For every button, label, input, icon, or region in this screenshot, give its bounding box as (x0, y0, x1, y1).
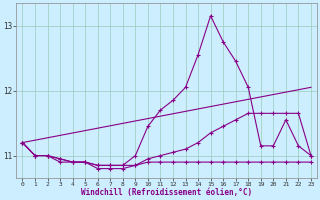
X-axis label: Windchill (Refroidissement éolien,°C): Windchill (Refroidissement éolien,°C) (81, 188, 252, 197)
